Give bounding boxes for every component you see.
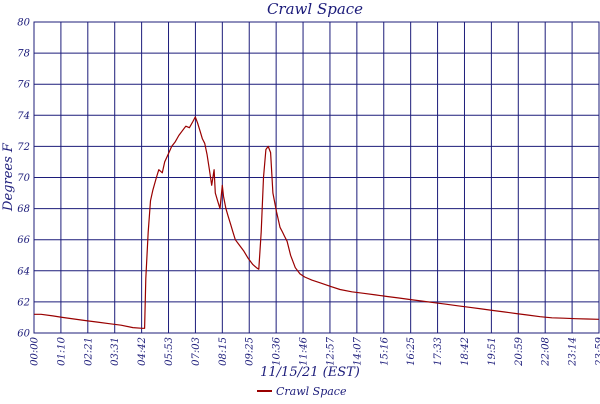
x-tick-label: 18:42 — [460, 337, 471, 366]
y-tick-label: 72 — [17, 142, 30, 153]
x-tick-label: 19:51 — [487, 337, 498, 366]
chart-title: Crawl Space — [267, 0, 363, 18]
legend-label: Crawl Space — [276, 385, 347, 398]
series-layer — [34, 117, 599, 328]
x-tick-label: 07:03 — [191, 337, 202, 366]
legend: Crawl Space — [257, 385, 347, 398]
x-tick-label: 01:10 — [56, 336, 67, 365]
y-tick-label: 76 — [17, 80, 30, 91]
x-tick-label: 20:59 — [514, 336, 525, 366]
x-tick-label: 23:59 — [595, 336, 600, 366]
grid — [34, 22, 599, 333]
y-tick-label: 66 — [17, 235, 30, 246]
x-axis-label: 11/15/21 (EST) — [260, 365, 360, 380]
x-tick-label: 22:08 — [541, 337, 552, 367]
x-tick-label: 16:25 — [406, 337, 417, 366]
y-tick-label: 78 — [17, 49, 30, 60]
x-tick-label: 04:42 — [137, 337, 148, 366]
x-tick-label: 23:14 — [568, 337, 579, 367]
x-tick-label: 15:16 — [379, 336, 390, 365]
y-tick-label: 80 — [17, 18, 30, 29]
y-axis-label: Degrees F — [1, 142, 16, 212]
x-tick-label: 08:15 — [218, 337, 229, 366]
x-tick-label: 14:07 — [352, 336, 363, 365]
x-tick-label: 02:21 — [83, 337, 94, 366]
x-tick-label: 05:53 — [164, 337, 175, 366]
x-tick-label: 12:57 — [325, 336, 336, 365]
y-tick-label: 68 — [17, 204, 30, 215]
x-tick-label: 00:00 — [30, 336, 41, 365]
x-tick-label: 10:36 — [272, 336, 283, 365]
y-tick-label: 62 — [17, 297, 30, 308]
x-axis-ticks: 00:00 01:10 02:21 03:31 04:42 05:53 07:03 08:15… — [30, 336, 600, 366]
x-tick-label: 03:31 — [110, 337, 121, 366]
y-tick-label: 74 — [17, 111, 30, 122]
x-tick-label: 17:33 — [433, 337, 444, 366]
y-tick-label: 70 — [17, 173, 30, 184]
x-tick-label: 11:46 — [299, 336, 310, 365]
series-line-crawl-space — [34, 117, 599, 328]
y-tick-label: 64 — [17, 266, 30, 277]
x-tick-label: 09:25 — [245, 337, 256, 366]
